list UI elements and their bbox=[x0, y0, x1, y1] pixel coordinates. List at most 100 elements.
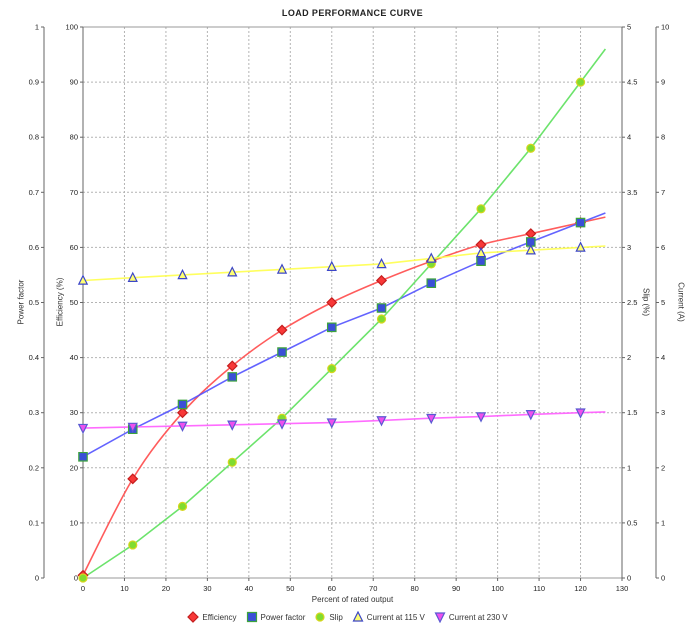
series-marker-slip bbox=[78, 573, 88, 583]
y-tick-label: 0.5 bbox=[627, 518, 637, 527]
legend-label: Efficiency bbox=[202, 612, 237, 622]
y-tick-label: 1 bbox=[35, 23, 39, 32]
chart-title: LOAD PERFORMANCE CURVE bbox=[281, 8, 424, 18]
y-tick-label: 3 bbox=[627, 243, 631, 252]
series-marker-efficiency bbox=[226, 360, 238, 372]
y-tick-label: 100 bbox=[65, 23, 78, 32]
legend-item-efficiency: Efficiency bbox=[187, 611, 237, 623]
series-marker-current-at-115-v bbox=[177, 268, 188, 280]
y-tick-label: 5 bbox=[627, 23, 631, 32]
series-marker-efficiency bbox=[326, 296, 338, 309]
series-marker-slip bbox=[177, 501, 188, 511]
legend-marker-shape bbox=[352, 611, 364, 622]
series-marker-efficiency bbox=[375, 274, 388, 287]
x-tick-label: 110 bbox=[533, 584, 545, 593]
x-tick-label: 30 bbox=[203, 584, 211, 593]
y-tick-label: 0 bbox=[661, 574, 665, 583]
x-tick-label: 60 bbox=[328, 584, 336, 593]
series-marker-slip bbox=[575, 77, 586, 87]
legend-label: Current at 115 V bbox=[366, 612, 425, 622]
current-230v-legend-marker-icon bbox=[434, 612, 446, 623]
y-tick-label: 2.5 bbox=[627, 298, 637, 307]
series-marker-efficiency bbox=[176, 407, 189, 419]
legend-item-current-230v: Current at 230 V bbox=[434, 611, 508, 623]
series-line-efficiency bbox=[82, 216, 606, 576]
x-tick-label: 40 bbox=[245, 584, 253, 593]
series-marker-power-factor bbox=[326, 322, 337, 333]
legend-item-slip: Slip bbox=[314, 611, 343, 623]
y-tick-label: 4 bbox=[627, 133, 631, 142]
series-marker-efficiency bbox=[525, 228, 537, 240]
y-tick-label: 4.5 bbox=[627, 78, 637, 87]
y-tick-label: 0.7 bbox=[29, 188, 39, 197]
series-marker-power-factor bbox=[227, 372, 238, 382]
y-tick-label: 2 bbox=[661, 463, 665, 472]
x-tick-label: 80 bbox=[411, 584, 419, 593]
y-tick-label: 0 bbox=[35, 574, 39, 583]
y-tick-label: 30 bbox=[70, 408, 78, 417]
x-tick-label: 90 bbox=[452, 584, 460, 593]
series-line-slip bbox=[82, 48, 607, 579]
y-tick-label: 40 bbox=[70, 353, 78, 362]
chart-legend: Efficiency Power factor Slip Current at … bbox=[0, 611, 695, 623]
y-tick-label: 3 bbox=[661, 408, 665, 417]
series-marker-current-at-230-v bbox=[426, 413, 437, 425]
legend-marker-shape bbox=[434, 612, 446, 623]
series-line-current-at-115-v bbox=[82, 245, 606, 282]
y-tick-label: 3.5 bbox=[627, 188, 637, 197]
y-tick-label: 0.8 bbox=[29, 133, 39, 142]
series-marker-current-at-115-v bbox=[376, 257, 387, 269]
y-tick-label: 1.5 bbox=[627, 408, 637, 417]
series-marker-current-at-230-v bbox=[227, 420, 238, 431]
legend-label: Power factor bbox=[260, 612, 306, 622]
series-marker-current-at-115-v bbox=[127, 271, 138, 283]
y-tick-label: 0.3 bbox=[29, 408, 39, 417]
current-115v-legend-marker-icon bbox=[352, 611, 364, 622]
axis-label-power-factor: Power factor bbox=[16, 279, 26, 325]
series-marker-current-at-230-v bbox=[575, 408, 586, 419]
series-marker-current-at-230-v bbox=[77, 423, 89, 435]
y-tick-label: 9 bbox=[661, 78, 665, 87]
series-marker-current-at-115-v bbox=[326, 260, 337, 271]
series-marker-power-factor bbox=[277, 347, 287, 357]
series-marker-power-factor bbox=[575, 217, 586, 228]
axis-label-efficiency: Efficiency (%) bbox=[55, 277, 65, 327]
series-marker-power-factor bbox=[525, 237, 536, 247]
y-tick-label: 0.4 bbox=[29, 353, 39, 362]
series-marker-current-at-230-v bbox=[276, 419, 288, 430]
efficiency-legend-marker-icon bbox=[187, 611, 200, 623]
series-marker-current-at-115-v bbox=[227, 266, 238, 277]
y-tick-label: 6 bbox=[661, 243, 665, 252]
y-tick-label: 0.6 bbox=[29, 243, 39, 252]
legend-marker-shape bbox=[315, 612, 326, 622]
series-marker-current-at-115-v bbox=[475, 246, 487, 258]
series-marker-slip bbox=[327, 364, 337, 374]
power-factor-legend-marker-icon bbox=[246, 611, 257, 623]
series-marker-current-at-230-v bbox=[525, 410, 536, 421]
series-marker-power-factor bbox=[177, 399, 188, 410]
y-tick-label: 7 bbox=[661, 188, 665, 197]
axis-label-slip: Slip (%) bbox=[641, 287, 651, 317]
axis-label-current: Current (A) bbox=[676, 282, 686, 322]
y-tick-label: 90 bbox=[70, 78, 78, 87]
series-marker-current-at-230-v bbox=[475, 412, 487, 423]
series-marker-current-at-115-v bbox=[77, 274, 89, 285]
legend-label: Current at 230 V bbox=[448, 612, 508, 622]
legend-label: Slip bbox=[329, 612, 343, 622]
series-marker-power-factor bbox=[426, 278, 437, 289]
y-tick-label: 1 bbox=[627, 463, 631, 472]
slip-legend-marker-icon bbox=[315, 612, 326, 622]
series-marker-slip bbox=[227, 457, 237, 467]
y-tick-label: 0 bbox=[74, 574, 78, 583]
y-tick-label: 70 bbox=[70, 188, 78, 197]
legend-marker-shape bbox=[187, 611, 200, 623]
x-tick-label: 0 bbox=[81, 584, 85, 593]
y-tick-label: 5 bbox=[661, 298, 665, 307]
series-line-current-at-230-v bbox=[82, 411, 606, 429]
x-tick-label: 130 bbox=[616, 584, 629, 593]
y-tick-label: 0.1 bbox=[29, 518, 39, 527]
legend-item-power-factor: Power factor bbox=[246, 611, 306, 623]
series-marker-current-at-230-v bbox=[326, 418, 337, 429]
series-marker-current-at-230-v bbox=[177, 421, 188, 432]
